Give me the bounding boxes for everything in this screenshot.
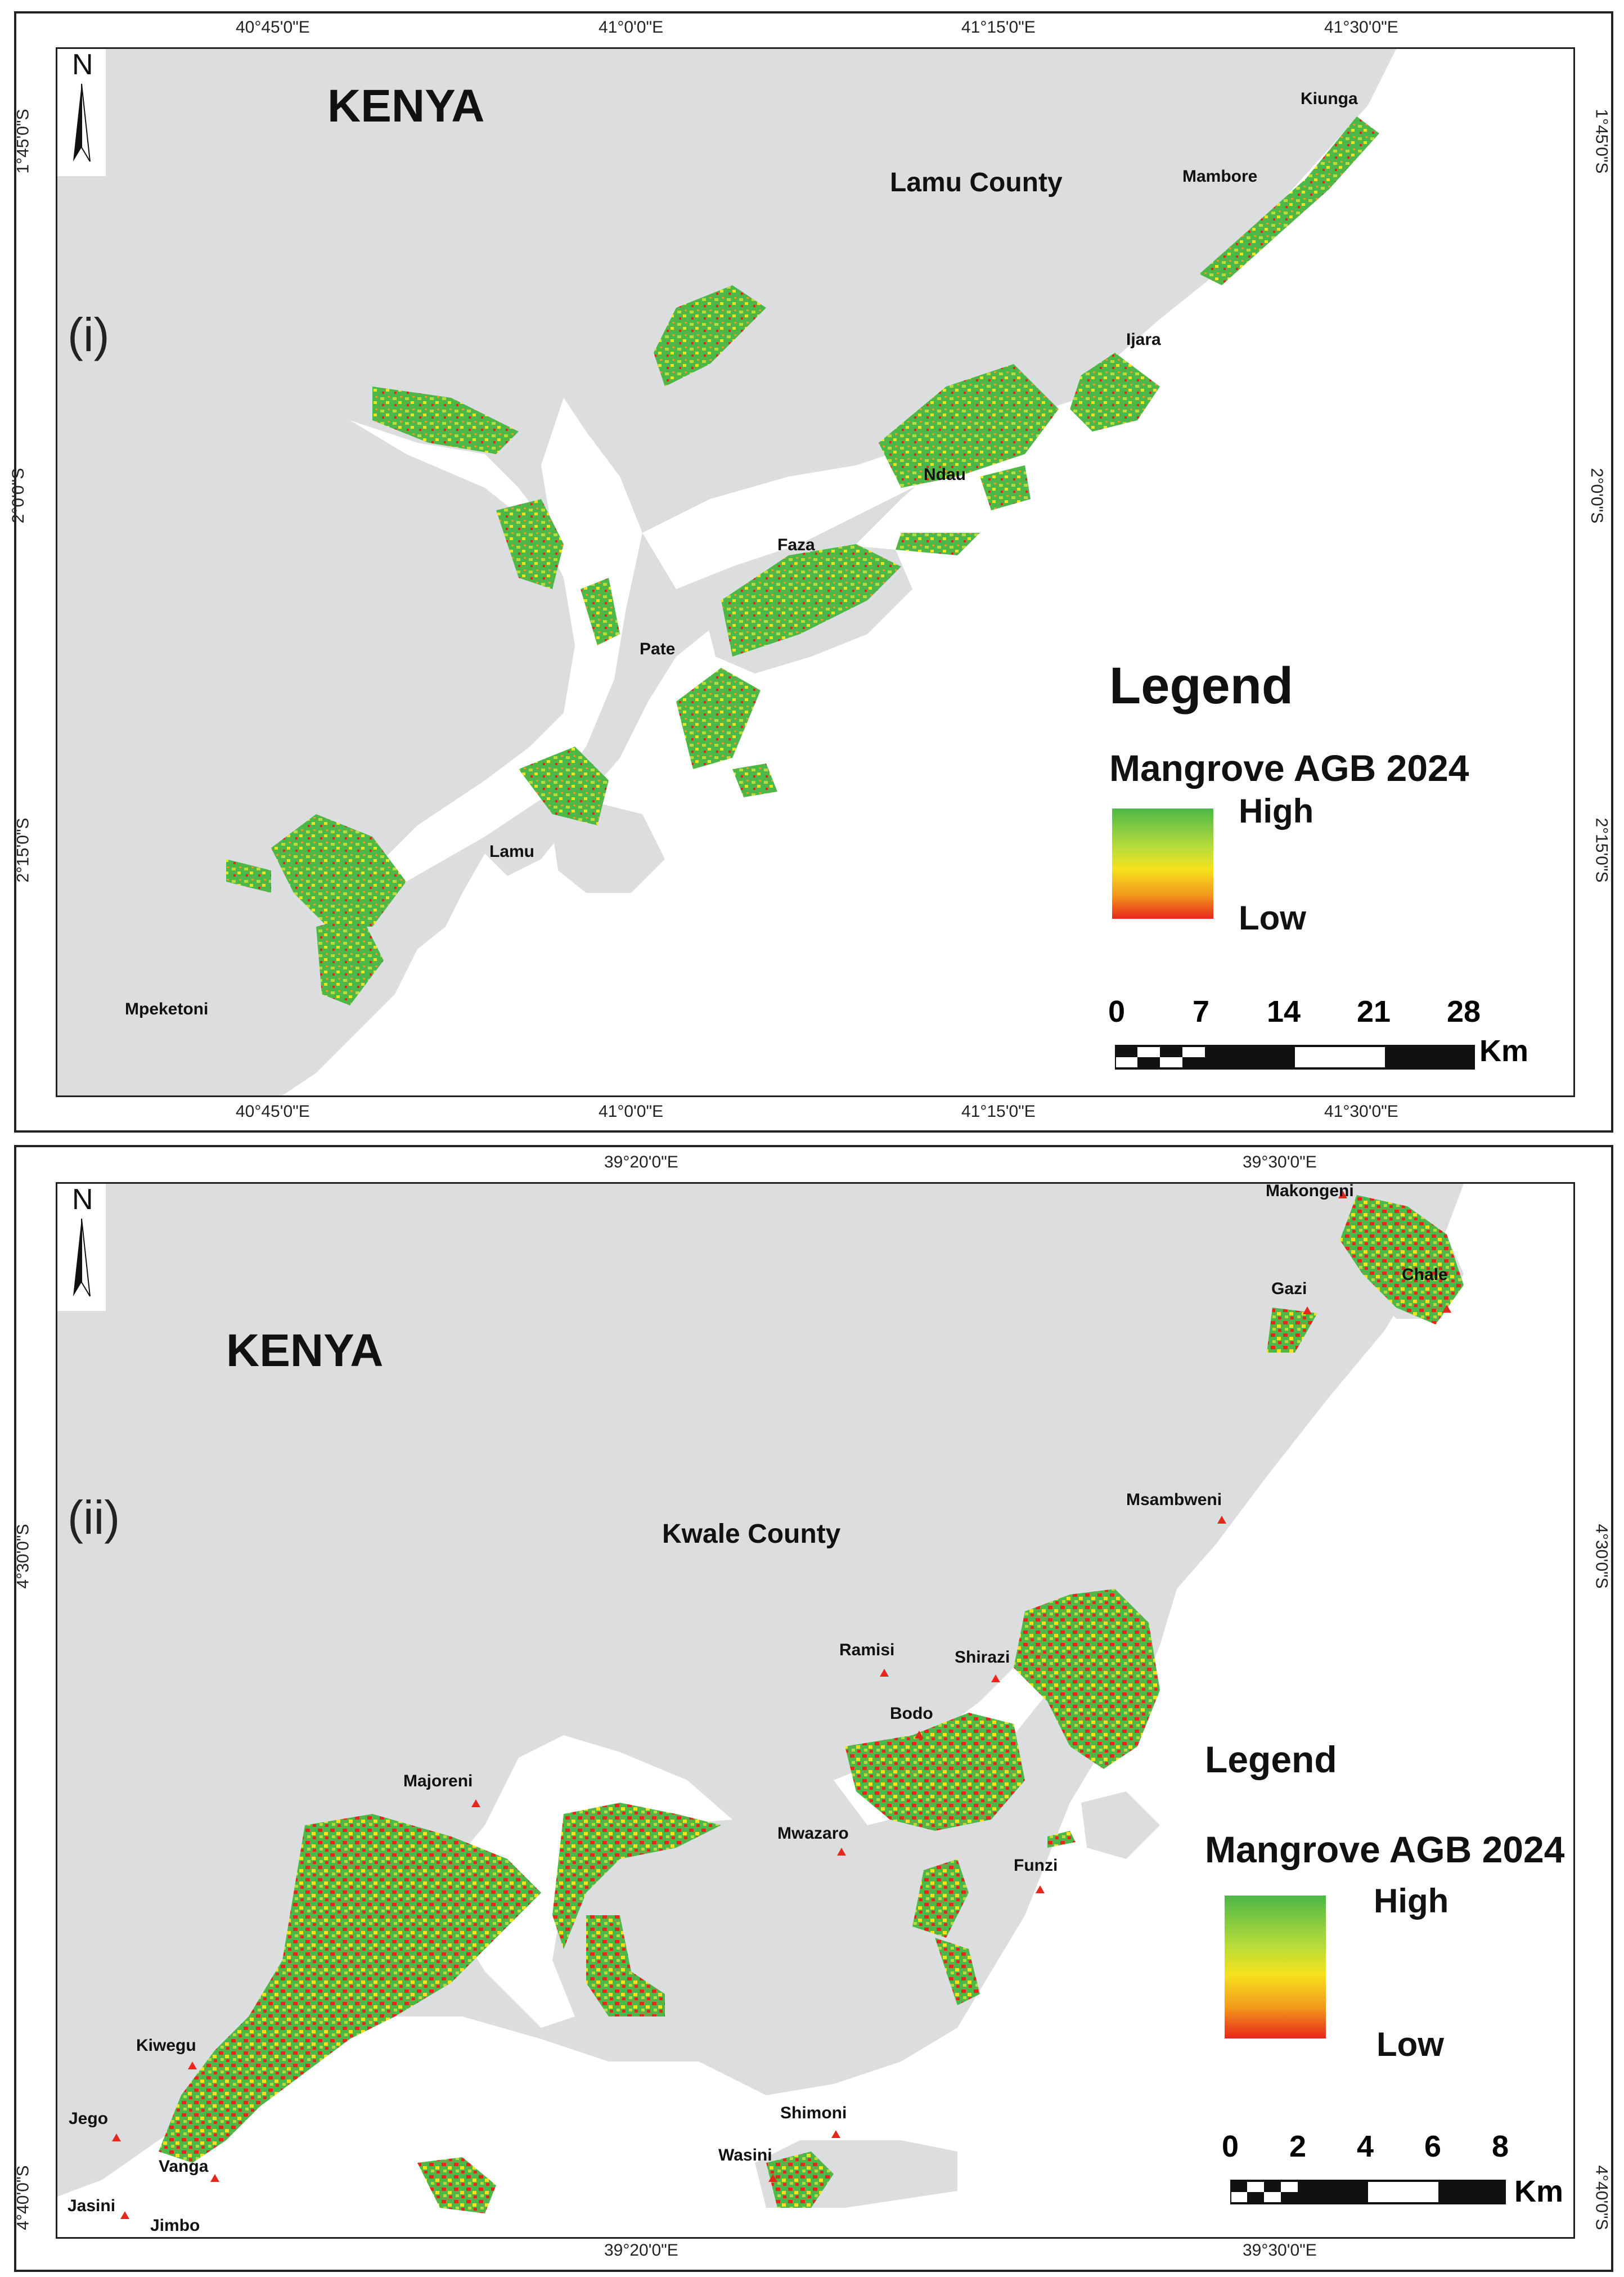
legend-title: Legend <box>1205 1739 1337 1780</box>
place-label: Mpeketoni <box>125 1000 209 1018</box>
lat-tick-right: 2°15'0"S <box>1592 818 1611 883</box>
lon-tick-bottom: 39°30'0"E <box>1243 2241 1317 2260</box>
lat-tick-left: 1°45'0"S <box>14 109 33 174</box>
place-label: Majoreni <box>403 1772 473 1790</box>
map-canvas-lamu <box>57 49 1396 1095</box>
place-label: Ndau <box>924 465 966 484</box>
lon-tick-top: 41°0'0"E <box>599 18 664 37</box>
place-label: Faza <box>777 536 815 554</box>
north-arrow-letter: N <box>72 1183 93 1216</box>
mangrove-agb-layer-lamu <box>226 116 1379 1005</box>
lon-tick-top: 41°30'0"E <box>1324 18 1398 37</box>
north-arrow: N <box>57 49 106 176</box>
place-label: Kiwegu <box>136 2036 196 2055</box>
map-panel-lamu: 40°45'0"E 41°0'0"E 41°15'0"E 41°30'0"E 4… <box>9 11 1613 1133</box>
scale-bar-graphic <box>1115 1045 1475 1070</box>
place-label: Vanga <box>159 2157 209 2176</box>
scale-tick-label: 7 <box>1193 995 1210 1029</box>
place-label: Funzi <box>1014 1856 1058 1875</box>
panel-id-label: (ii) <box>68 1491 120 1544</box>
place-label: Mwazaro <box>777 1824 849 1843</box>
place-label: Shimoni <box>780 2104 847 2122</box>
place-label: Kiunga <box>1301 89 1358 108</box>
place-label: Gazi <box>1271 1279 1307 1298</box>
lat-tick-left: 2°15'0"S <box>14 818 33 883</box>
legend-subtitle: Mangrove AGB 2024 <box>1109 747 1469 789</box>
scale-unit-label: Km <box>1479 1034 1529 1068</box>
scale-unit-label: Km <box>1514 2175 1564 2208</box>
place-label: Ijara <box>1126 330 1161 349</box>
legend-high-label: High <box>1239 792 1314 830</box>
scale-tick-label: 4 <box>1357 2130 1374 2163</box>
lon-tick-top: 39°30'0"E <box>1243 1153 1317 1171</box>
scale-tick-label: 0 <box>1222 2130 1239 2163</box>
county-label: Kwale County <box>662 1519 841 1549</box>
scale-tick-label: 0 <box>1108 995 1126 1029</box>
map-panel-kwale: 39°20'0"E 39°30'0"E 39°20'0"E 39°30'0"E … <box>14 1145 1613 2272</box>
place-label: Ramisi <box>839 1641 895 1659</box>
scale-tick-label: 21 <box>1357 995 1391 1029</box>
place-label: Mambore <box>1182 167 1258 186</box>
legend-low-label: Low <box>1239 899 1306 937</box>
legend-color-ramp <box>1112 809 1213 919</box>
north-arrow-icon <box>73 83 91 162</box>
lat-tick-left: 4°30'0"S <box>14 1524 33 1589</box>
scale-tick-label: 28 <box>1447 995 1481 1029</box>
scale-bar-graphic <box>1230 2180 1506 2204</box>
north-arrow-icon <box>73 1218 91 1297</box>
lon-tick-top: 39°20'0"E <box>604 1153 678 1171</box>
north-arrow: N <box>57 1184 106 1311</box>
scale-tick-label: 6 <box>1424 2130 1442 2163</box>
legend-high-label: High <box>1374 1882 1449 1920</box>
place-label: Shirazi <box>955 1648 1010 1667</box>
lat-tick-right: 4°40'0"S <box>1592 2165 1611 2230</box>
map-canvas-kwale <box>57 1184 1464 2219</box>
scale-tick-label: 14 <box>1267 995 1301 1029</box>
lon-tick-bottom: 41°0'0"E <box>599 1102 664 1121</box>
country-label: KENYA <box>327 80 485 132</box>
legend-low-label: Low <box>1376 2026 1444 2063</box>
panel-id-label: (i) <box>68 308 110 361</box>
place-label: Chale <box>1402 1265 1448 1284</box>
north-arrow-letter: N <box>72 48 93 81</box>
place-label: Bodo <box>890 1704 933 1723</box>
lat-tick-right: 4°30'0"S <box>1592 1524 1611 1589</box>
place-label: Makongeni <box>1266 1182 1354 1200</box>
lat-tick-right: 2°0'0"S <box>1587 468 1607 524</box>
place-label: Jego <box>69 2109 109 2128</box>
lon-tick-bottom: 40°45'0"E <box>236 1102 310 1121</box>
lon-tick-top: 40°45'0"E <box>236 18 310 37</box>
legend-color-ramp <box>1225 1896 1326 2038</box>
lat-tick-left: 4°40'0"S <box>14 2165 33 2230</box>
place-label: Wasini <box>718 2146 772 2164</box>
lon-tick-bottom: 41°30'0"E <box>1324 1102 1398 1121</box>
country-label: KENYA <box>226 1325 384 1376</box>
mangrove-agb-layer-kwale <box>159 1195 1464 2213</box>
map-frame-lamu: N KENYA Lamu County (i) Kiunga Mambore I… <box>56 47 1575 1097</box>
lat-tick-left: 2°0'0"S <box>9 468 28 524</box>
place-label: Jasini <box>68 2197 116 2215</box>
scale-tick-label: 2 <box>1289 2130 1307 2163</box>
place-label: Jimbo <box>150 2216 200 2235</box>
village-markers <box>112 1191 1451 2219</box>
legend-title: Legend <box>1109 657 1294 715</box>
place-label: Lamu <box>489 842 535 861</box>
county-label: Lamu County <box>890 168 1063 197</box>
lat-tick-right: 1°45'0"S <box>1592 109 1611 174</box>
place-label: Msambweni <box>1126 1490 1222 1509</box>
lon-tick-bottom: 39°20'0"E <box>604 2241 678 2260</box>
map-frame-kwale: N KENYA Kwale County (ii) Makongeni Gazi… <box>56 1182 1575 2239</box>
place-label: Pate <box>640 640 676 658</box>
lon-tick-bottom: 41°15'0"E <box>961 1102 1036 1121</box>
scale-tick-label: 8 <box>1492 2130 1509 2163</box>
land-mass <box>57 49 1396 1095</box>
lon-tick-top: 41°15'0"E <box>961 18 1036 37</box>
legend-subtitle: Mangrove AGB 2024 <box>1205 1829 1565 1870</box>
